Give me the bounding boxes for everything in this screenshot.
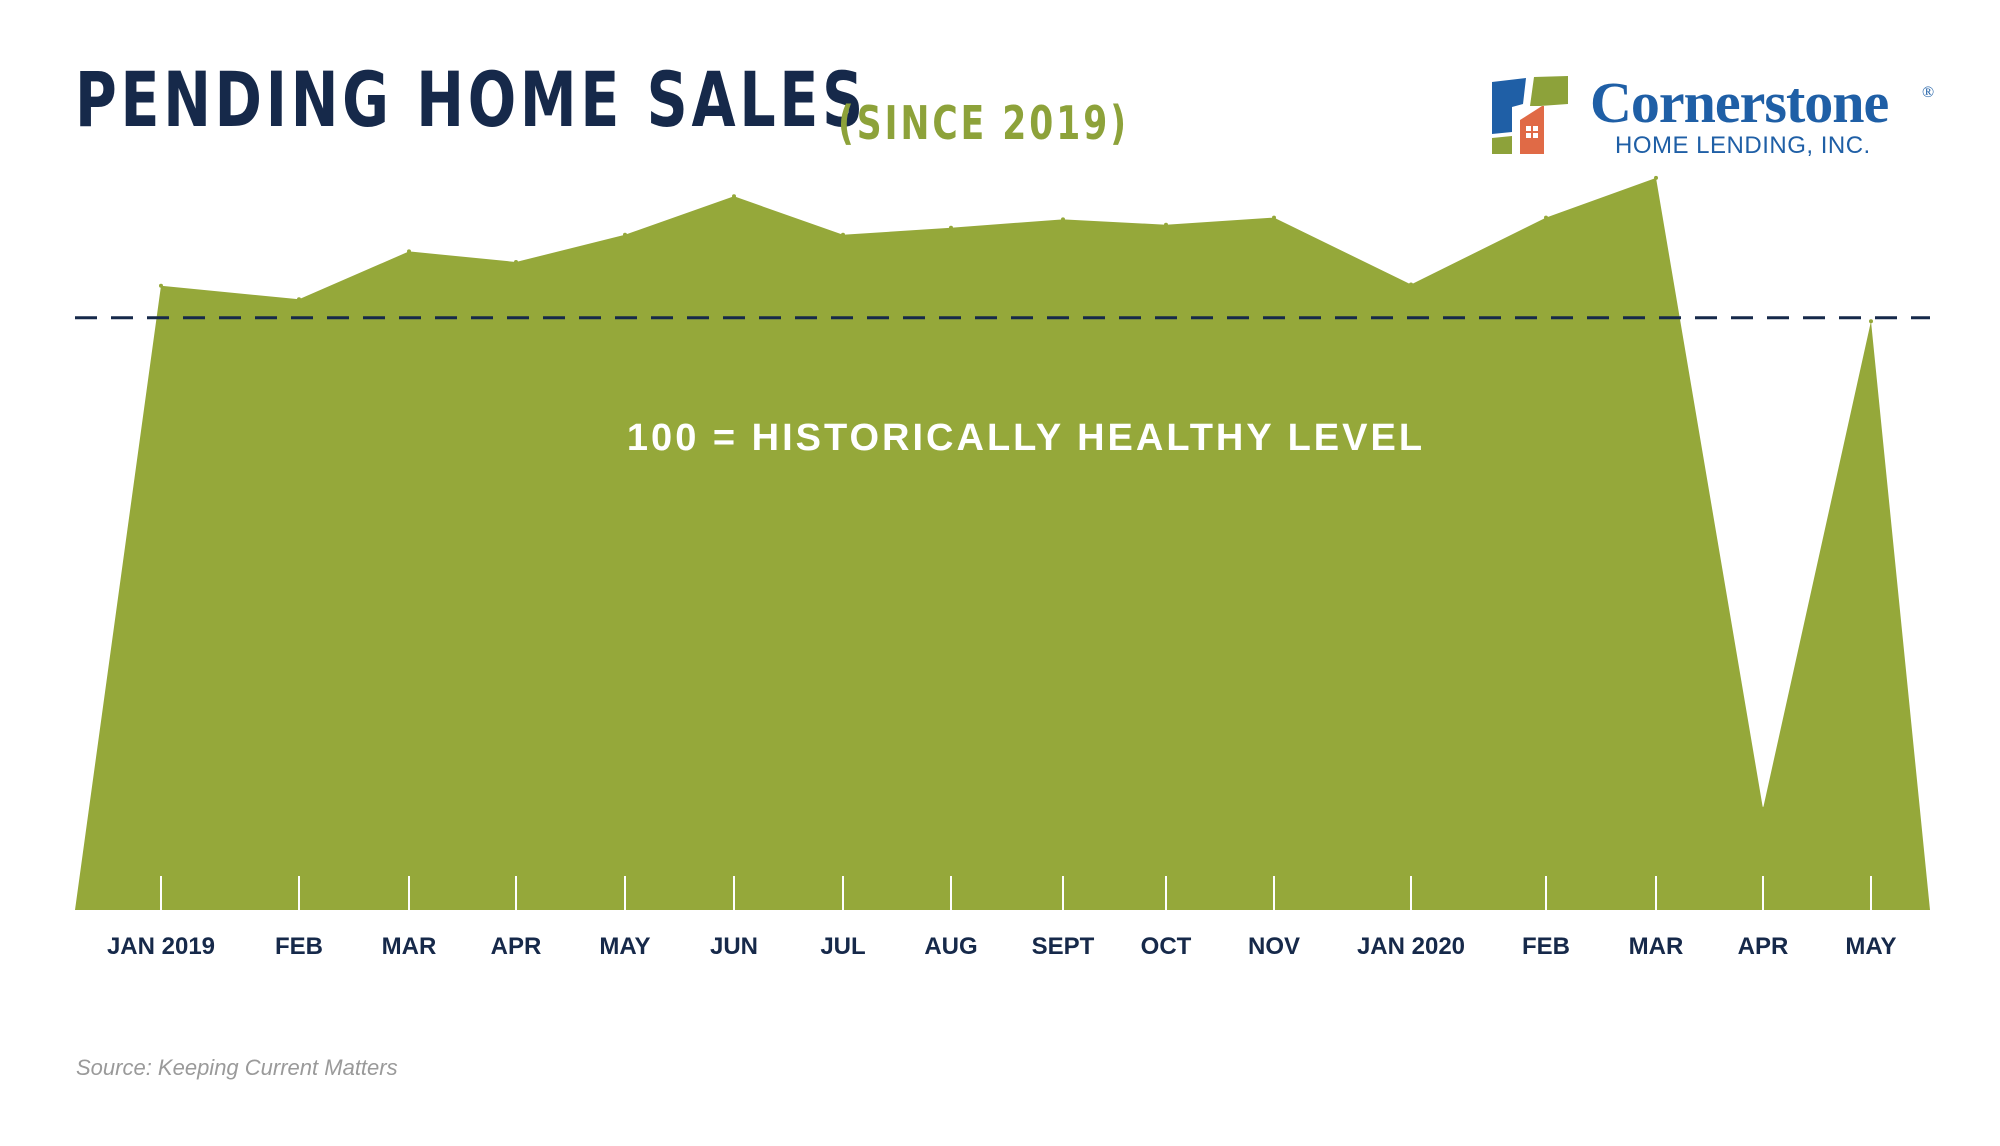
data-point <box>949 225 953 230</box>
data-point <box>1544 215 1548 220</box>
x-tick-label: JUN <box>710 933 758 960</box>
reference-layer: 100 = HISTORICALLY HEALTHY LEVEL <box>75 316 1930 459</box>
series-area <box>75 177 1930 910</box>
x-tick-label: MAR <box>1629 933 1684 960</box>
reference-line-label: 100 = HISTORICALLY HEALTHY LEVEL <box>627 417 1425 459</box>
data-point <box>1061 217 1065 222</box>
data-point <box>1761 806 1765 811</box>
x-axis-labels: JAN 2019 FEB MAR APR MAY JUN JUL AUG SEPT OCT NOV J… <box>107 933 1897 960</box>
x-tick-label: FEB <box>1522 933 1570 960</box>
chart-title: PENDING HOME SALES <box>75 55 867 144</box>
header: PENDING HOME SALES (SINCE 2019) Cornerst… <box>0 0 2000 180</box>
data-point <box>297 297 301 302</box>
chart-subtitle: (SINCE 2019) <box>838 96 1130 150</box>
data-point <box>1654 175 1658 180</box>
x-tick-label: APR <box>491 933 542 960</box>
x-tick-label: FEB <box>275 933 323 960</box>
logo-name: Cornerstone <box>1590 70 1889 135</box>
x-tick-label: AUG <box>924 933 977 960</box>
x-tick-label: MAY <box>1845 933 1896 960</box>
data-point <box>1164 222 1168 227</box>
x-tick-label: NOV <box>1248 933 1300 960</box>
x-tick-label: OCT <box>1141 933 1192 960</box>
logo-tagline: HOME LENDING, INC. <box>1615 132 1871 159</box>
data-point <box>407 249 411 254</box>
data-point <box>159 283 163 288</box>
x-tick-label: APR <box>1738 933 1789 960</box>
data-point <box>623 232 627 237</box>
x-tick-label: MAY <box>599 933 650 960</box>
data-point <box>732 194 736 199</box>
x-tick-label: JAN 2020 <box>1357 933 1465 960</box>
data-point <box>1869 319 1873 324</box>
x-tick-label: JAN 2019 <box>107 933 215 960</box>
company-logo: Cornerstone ® HOME LENDING, INC. <box>1490 70 1960 166</box>
x-tick-label: MAR <box>382 933 437 960</box>
data-point <box>841 232 845 237</box>
data-point <box>1272 215 1276 220</box>
source-note: Source: Keeping Current Matters <box>76 1055 398 1080</box>
logo-registered-mark: ® <box>1922 84 1935 101</box>
data-point <box>514 260 518 264</box>
tick-layer <box>160 876 1872 910</box>
area-layer <box>75 175 1930 910</box>
data-point <box>1409 282 1413 287</box>
house-logo-icon <box>1492 76 1568 154</box>
x-tick-label: SEPT <box>1032 933 1095 960</box>
x-tick-label: JUL <box>820 933 865 960</box>
